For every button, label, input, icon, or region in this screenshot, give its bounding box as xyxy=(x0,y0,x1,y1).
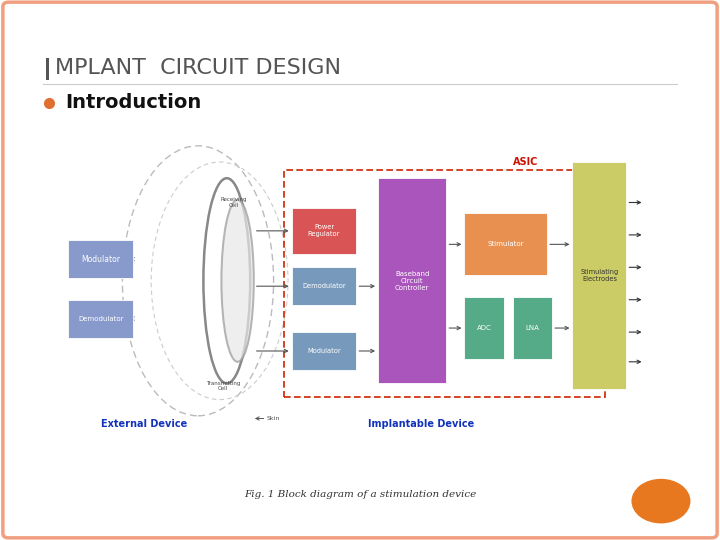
Text: Stimulating
Electrodes: Stimulating Electrodes xyxy=(580,269,618,282)
FancyBboxPatch shape xyxy=(378,178,446,383)
Text: Introduction: Introduction xyxy=(65,93,201,112)
FancyBboxPatch shape xyxy=(292,267,356,305)
Text: External Device: External Device xyxy=(101,419,187,429)
Text: Demodulator: Demodulator xyxy=(302,283,346,289)
Text: Power
Regulator: Power Regulator xyxy=(308,224,340,238)
Text: Transmitting
Cell: Transmitting Cell xyxy=(206,381,240,392)
Text: MPLANT  CIRCUIT DESIGN: MPLANT CIRCUIT DESIGN xyxy=(55,58,341,78)
Ellipse shape xyxy=(222,200,254,362)
Text: Baseband
Circuit
Controller: Baseband Circuit Controller xyxy=(395,271,429,291)
FancyBboxPatch shape xyxy=(292,332,356,370)
FancyBboxPatch shape xyxy=(464,297,504,359)
FancyBboxPatch shape xyxy=(513,297,552,359)
Text: Stimulator: Stimulator xyxy=(487,241,524,247)
FancyBboxPatch shape xyxy=(68,240,133,278)
Text: Modulator: Modulator xyxy=(307,348,341,354)
FancyBboxPatch shape xyxy=(3,2,717,538)
FancyBboxPatch shape xyxy=(464,213,547,275)
Text: Demodulator: Demodulator xyxy=(78,315,124,322)
Circle shape xyxy=(632,480,690,523)
Text: ASIC: ASIC xyxy=(513,157,539,167)
Text: Skin: Skin xyxy=(266,416,280,421)
Text: Receiving
Cell: Receiving Cell xyxy=(221,197,247,208)
Text: LNA: LNA xyxy=(526,325,539,331)
Text: ADC: ADC xyxy=(477,325,492,331)
FancyBboxPatch shape xyxy=(68,300,133,338)
FancyBboxPatch shape xyxy=(292,208,356,254)
Text: Fig. 1 Block diagram of a stimulation device: Fig. 1 Block diagram of a stimulation de… xyxy=(244,490,476,498)
FancyBboxPatch shape xyxy=(572,162,626,389)
Text: Implantable Device: Implantable Device xyxy=(368,419,474,429)
Text: Modulator: Modulator xyxy=(81,255,120,264)
Text: I: I xyxy=(43,57,52,86)
